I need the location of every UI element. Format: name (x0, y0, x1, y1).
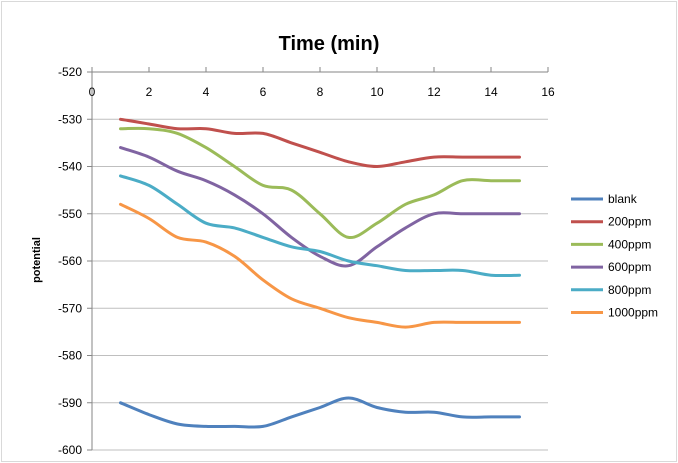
y-tick-label: -590 (58, 396, 82, 410)
y-tick-label: -520 (58, 65, 82, 79)
x-tick-label: 2 (146, 85, 153, 99)
series-lines (119, 117, 521, 429)
series-line-200ppm (119, 117, 521, 168)
x-tick-label: 8 (317, 85, 324, 99)
legend-label: blank (608, 192, 638, 206)
legend-label: 800ppm (608, 283, 651, 297)
y-tick-label: -580 (58, 349, 82, 363)
series-line-1000ppm (119, 202, 521, 329)
series-line-800ppm (119, 174, 521, 278)
x-tick-label: 10 (370, 85, 384, 99)
x-tick-label: 16 (541, 85, 555, 99)
axes (87, 67, 549, 451)
legend-label: 1000ppm (608, 306, 658, 320)
y-tick-label: -530 (58, 112, 82, 126)
gridlines (92, 118, 548, 451)
y-tick-label: -550 (58, 207, 82, 221)
x-tick-label: 0 (89, 85, 96, 99)
x-tick-label: 12 (427, 85, 441, 99)
legend-label: 400ppm (608, 237, 651, 251)
legend-label: 200ppm (608, 215, 651, 229)
y-tick-label: -540 (58, 160, 82, 174)
y-tick-labels: -520 -530 -540 -550 -560 -570 -580 -590 -600 (58, 65, 82, 457)
chart-title: Time (min) (279, 33, 380, 55)
x-tick-labels: 0 2 4 6 8 10 12 14 16 (89, 85, 555, 99)
x-tick-label: 14 (484, 85, 498, 99)
x-tick-label: 4 (203, 85, 210, 99)
series-line-blank (119, 396, 521, 429)
y-tick-label: -600 (58, 443, 82, 457)
y-tick-label: -570 (58, 301, 82, 315)
x-tick-label: 6 (260, 85, 267, 99)
legend-label: 600ppm (608, 260, 651, 274)
y-axis-label: potential (31, 237, 43, 283)
legend: blank 200ppm 400ppm 600ppm 800ppm 1000ppm (571, 192, 658, 320)
y-tick-label: -560 (58, 254, 82, 268)
series-line-400ppm (119, 126, 521, 239)
series-line-600ppm (119, 146, 521, 268)
